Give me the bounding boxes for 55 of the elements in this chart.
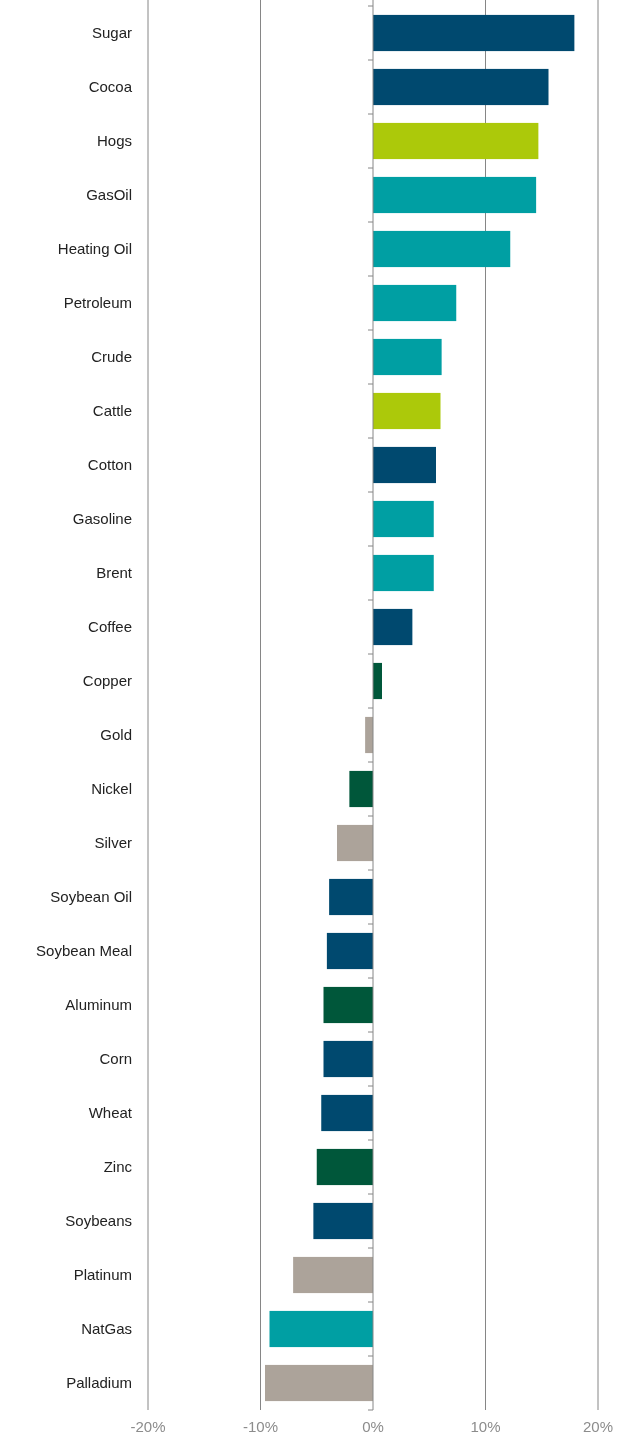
y-tick-label: Silver [94,834,132,852]
bar [373,284,457,322]
y-tick-label: Nickel [91,780,132,798]
bar [323,986,373,1024]
bar [373,608,413,646]
y-tick-label: Soybean Meal [36,942,132,960]
bar [373,176,537,214]
y-tick-label: Gold [100,726,132,744]
bar [373,446,436,484]
y-tick-label: Petroleum [63,294,132,312]
bar [321,1094,373,1132]
y-tick-label: Cotton [87,456,132,474]
bar [373,554,434,592]
bar [349,770,373,808]
bar [326,932,373,970]
bar [373,500,434,538]
x-tick-label: -10% [242,1418,279,1435]
x-tick-label: -20% [130,1418,166,1435]
y-tick-label: Aluminum [65,996,132,1014]
y-tick-label: Soybeans [65,1212,132,1230]
y-tick-label: Gasoline [72,510,132,528]
y-tick-label: Palladium [66,1374,132,1392]
y-tick-label: Wheat [88,1104,133,1122]
y-tick-label: Platinum [73,1266,132,1284]
y-tick-label: Coffee [88,618,132,636]
y-tick-label: Hogs [96,132,132,150]
y-tick-label: Zinc [103,1158,133,1176]
y-tick-label: Soybean Oil [50,888,132,906]
y-tick-label: Corn [99,1050,132,1068]
bar [313,1202,373,1240]
x-tick-label: 0% [362,1418,384,1435]
bar [323,1040,373,1078]
bar [373,68,549,106]
x-tick-label: 10% [470,1418,501,1435]
bar [373,14,575,52]
y-tick-label: Brent [96,564,133,582]
bar [269,1310,373,1348]
bar [316,1148,373,1186]
bar [373,230,511,268]
y-tick-label: NatGas [81,1320,132,1338]
y-tick-label: GasOil [86,186,132,204]
y-tick-label: Copper [82,672,132,690]
bar [373,338,442,376]
bar [293,1256,373,1294]
bar [373,122,539,160]
x-tick-label: 20% [582,1418,614,1435]
y-tick-label: Cattle [92,402,132,420]
y-tick-label: Cocoa [88,78,133,96]
y-tick-label: Heating Oil [57,240,132,258]
bar [329,878,373,916]
y-tick-label: Crude [91,348,132,366]
bar [337,824,373,862]
y-tick-label: Sugar [91,24,132,42]
bar [265,1364,373,1402]
bar [373,392,441,430]
